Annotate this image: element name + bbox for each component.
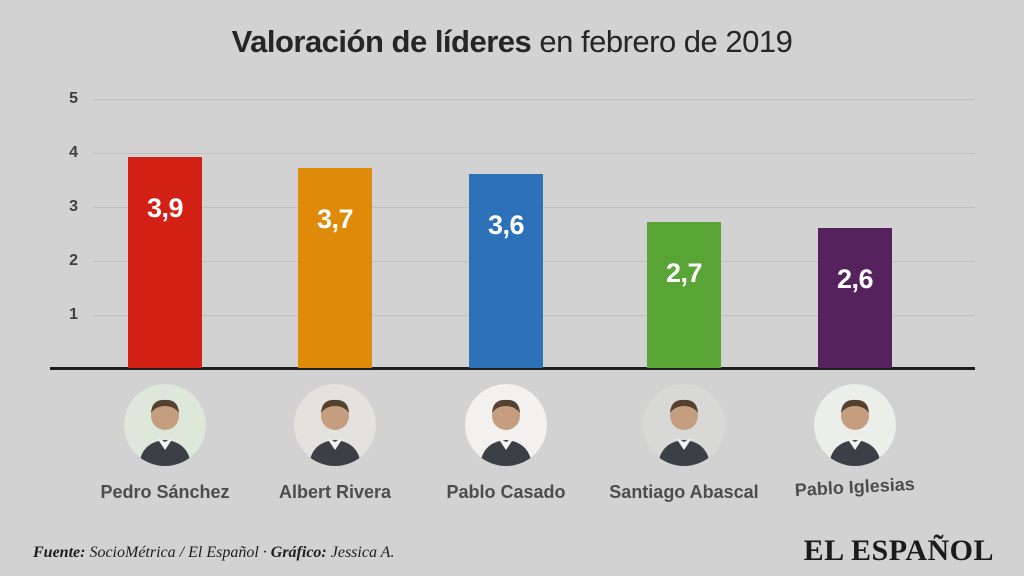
credit-label: Gráfico: — [270, 544, 327, 561]
person-albert-rivera: Albert Rivera — [240, 384, 430, 503]
bar-value-label: 3,7 — [316, 204, 354, 235]
chart-title-bold: Valoración de líderes — [231, 24, 532, 59]
bar-pablo-casado: 3,6 — [469, 173, 543, 368]
person-name-label: Santiago Abascal — [609, 482, 759, 502]
y-axis-tick-2: 2 — [69, 252, 78, 269]
y-axis-tick-3: 3 — [69, 198, 78, 215]
bar-albert-rivera: 3,7 — [298, 168, 372, 368]
portrait-pedro-sanchez-icon — [124, 384, 206, 466]
separator-dot: · — [258, 544, 271, 561]
portrait-santiago-abascal-icon — [643, 384, 725, 466]
gridline-5 — [93, 99, 975, 100]
source-value: SocioMétrica / El Español — [85, 544, 259, 561]
gridline-4 — [93, 153, 975, 154]
el-espanol-logo: EL ESPAÑOL — [803, 534, 994, 567]
y-axis-tick-5: 5 — [69, 90, 78, 107]
person-pablo-iglesias: Pablo Iglesias — [760, 384, 950, 503]
person-name-label: Pablo Casado — [446, 482, 566, 502]
person-name-label: Pablo Iglesias — [794, 473, 916, 501]
portrait-pablo-iglesias-icon — [814, 384, 896, 466]
person-name-label: Albert Rivera — [278, 482, 392, 502]
chart-title: Valoración de líderes en febrero de 2019 — [0, 24, 1024, 60]
bar-value-label: 3,9 — [146, 193, 184, 224]
person-pedro-sanchez: Pedro Sánchez — [70, 384, 260, 503]
credit-value: Jessica A. — [326, 544, 395, 561]
people-row: Pedro Sánchez Albert Rivera Pablo Casado Sa… — [0, 384, 1024, 519]
person-pablo-casado: Pablo Casado — [411, 384, 601, 503]
chart-title-rest: en febrero de 2019 — [531, 24, 793, 59]
portrait-pablo-casado-icon — [465, 384, 547, 466]
person-name-label: Pedro Sánchez — [100, 482, 230, 502]
bar-value-label: 2,7 — [665, 258, 703, 289]
y-axis-tick-1: 1 — [69, 306, 78, 323]
bar-pedro-sanchez: 3,9 — [128, 157, 202, 368]
bar-value-label: 3,6 — [487, 209, 525, 240]
source-credit: Fuente: SocioMétrica / El Español · Gráf… — [33, 544, 394, 562]
bar-pablo-iglesias: 2,6 — [818, 227, 892, 368]
source-label: Fuente: — [33, 544, 86, 561]
bar-chart: 1 2 3 4 5 3,9 3,7 3,6 2,7 2,6 — [0, 85, 1024, 370]
person-santiago-abascal: Santiago Abascal — [589, 384, 779, 503]
bar-value-label: 2,6 — [836, 263, 874, 294]
portrait-albert-rivera-icon — [294, 384, 376, 466]
y-axis-tick-4: 4 — [69, 144, 78, 161]
x-axis-line — [50, 367, 975, 370]
bar-santiago-abascal: 2,7 — [647, 222, 721, 368]
